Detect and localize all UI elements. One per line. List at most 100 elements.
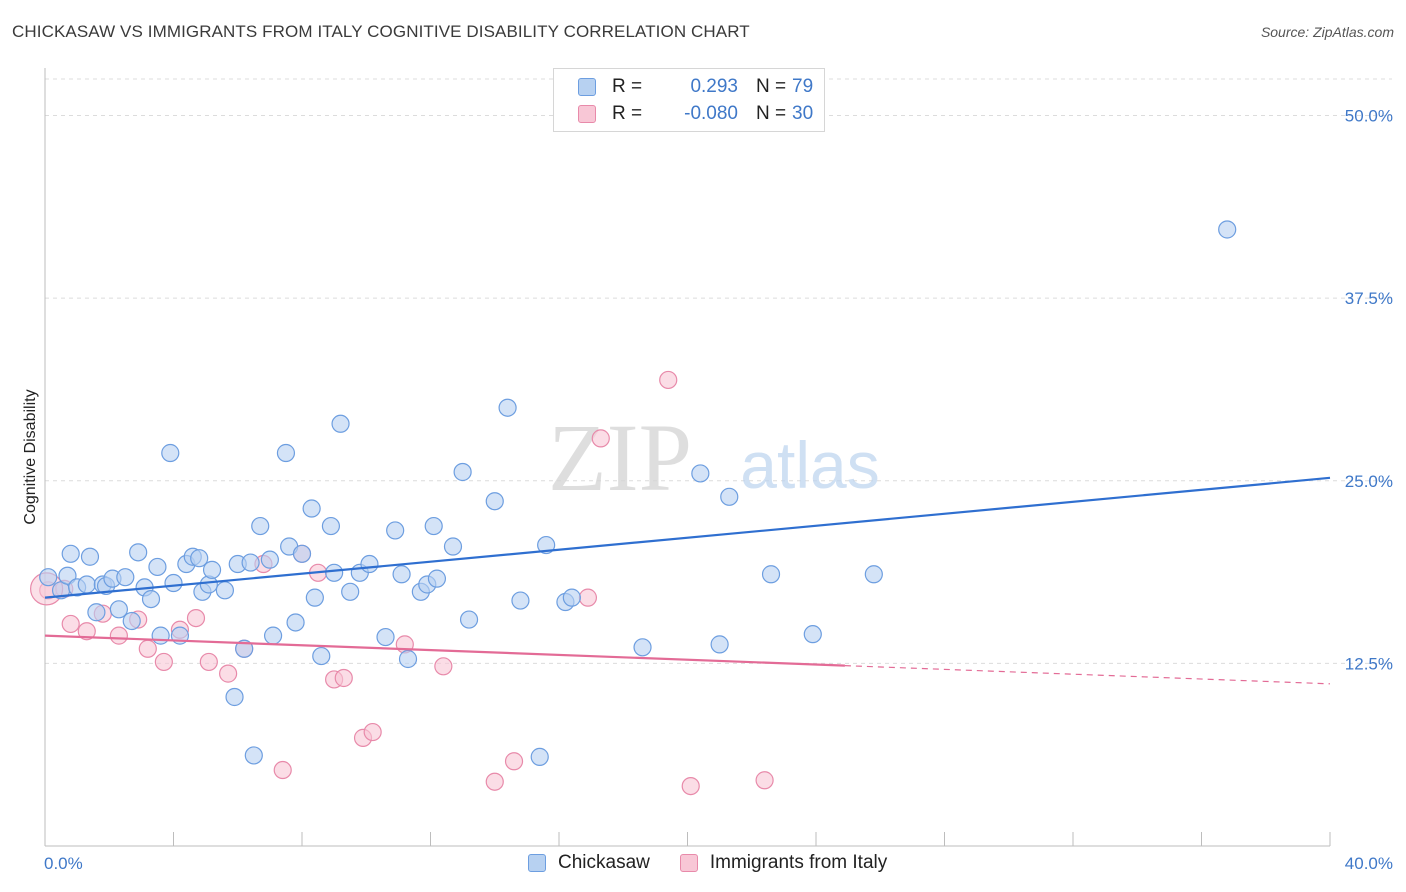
italy-point[interactable] (273, 760, 292, 780)
chickasaw-point[interactable] (251, 516, 270, 536)
chickasaw-point[interactable] (263, 626, 283, 645)
chickasaw-point[interactable] (276, 443, 296, 463)
chickasaw-point[interactable] (77, 575, 96, 594)
chickasaw-point[interactable] (331, 414, 350, 433)
italy-point[interactable] (591, 429, 610, 448)
chickasaw-point[interactable] (61, 544, 80, 563)
chickasaw-point[interactable] (562, 588, 581, 607)
legend-n-value: 30 (792, 103, 814, 124)
chickasaw-point[interactable] (190, 549, 209, 568)
chickasaw-point[interactable] (225, 687, 244, 707)
chickasaw-point[interactable] (215, 581, 234, 600)
italy-point[interactable] (138, 639, 157, 658)
watermark: ZIP atlas (548, 404, 880, 511)
chickasaw-point[interactable] (424, 516, 443, 536)
italy-point[interactable] (681, 777, 700, 796)
chickasaw-point[interactable] (244, 746, 263, 765)
chickasaw-point[interactable] (511, 591, 530, 610)
x-tick-label-max: 40.0% (1345, 854, 1393, 873)
italy-point[interactable] (659, 370, 678, 390)
chickasaw-point[interactable] (459, 610, 479, 629)
italy-point[interactable] (434, 657, 453, 676)
chickasaw-point[interactable] (633, 638, 652, 657)
italy-point[interactable] (61, 614, 80, 634)
chickasaw-point[interactable] (151, 626, 170, 645)
chickasaw-point[interactable] (116, 568, 135, 587)
legend-swatch-italy (578, 105, 596, 123)
chickasaw-point[interactable] (530, 747, 549, 766)
italy-point[interactable] (578, 588, 598, 607)
chickasaw-point[interactable] (710, 635, 729, 654)
chickasaw-point[interactable] (202, 560, 222, 579)
italy-point[interactable] (219, 664, 238, 683)
chart-source: Source: ZipAtlas.com (1260, 24, 1394, 40)
x-tick-label-min: 0.0% (44, 854, 83, 873)
chickasaw-point[interactable] (341, 582, 360, 601)
chickasaw-point[interactable] (122, 611, 141, 631)
chickasaw-point[interactable] (161, 443, 180, 463)
trend-lines (44, 476, 1331, 685)
chickasaw-point[interactable] (864, 565, 883, 584)
series-swatch-chickasaw (528, 854, 546, 872)
italy-point[interactable] (199, 652, 218, 672)
chickasaw-point[interactable] (803, 625, 822, 644)
chickasaw-point[interactable] (148, 557, 167, 577)
chickasaw-point[interactable] (360, 554, 379, 574)
italy-point[interactable] (77, 622, 96, 641)
y-tick-label: 37.5% (1345, 289, 1393, 308)
chickasaw-point[interactable] (453, 462, 472, 482)
italy-point[interactable] (154, 652, 173, 672)
y-tick-label: 12.5% (1345, 654, 1393, 673)
chickasaw-point[interactable] (720, 487, 739, 506)
chickasaw-point[interactable] (376, 627, 395, 647)
legend-row-chickasaw: R = 0.293 N = 79 (578, 75, 813, 99)
chickasaw-point[interactable] (325, 563, 344, 582)
chickasaw-point[interactable] (386, 521, 405, 540)
chickasaw-point[interactable] (87, 603, 106, 622)
italy-point[interactable] (504, 752, 524, 771)
chickasaw-point[interactable] (537, 535, 556, 555)
italy-trend-line (44, 634, 845, 667)
chickasaw-point[interactable] (260, 550, 279, 569)
legend-row-italy: R = -0.080 N = 30 (578, 102, 813, 126)
italy-point[interactable] (334, 668, 353, 688)
chickasaw-point[interactable] (691, 464, 710, 483)
italy-point[interactable] (109, 626, 128, 645)
chickasaw-point[interactable] (302, 499, 321, 518)
watermark-zip: ZIP (548, 404, 692, 511)
italy-point[interactable] (363, 722, 382, 742)
chickasaw-point[interactable] (443, 537, 463, 556)
grid-lines (45, 78, 1392, 664)
chickasaw-point[interactable] (129, 543, 148, 562)
chickasaw-point[interactable] (292, 544, 312, 563)
italy-point[interactable] (755, 771, 774, 790)
series-legend-label: Immigrants from Italy (709, 852, 888, 873)
chickasaw-point[interactable] (392, 565, 411, 584)
chart-title: CHICKASAW VS IMMIGRANTS FROM ITALY COGNI… (12, 22, 750, 41)
watermark-atlas: atlas (740, 428, 879, 502)
chickasaw-point[interactable] (164, 573, 183, 593)
chickasaw-point[interactable] (241, 553, 260, 572)
legend-r-label: R = (612, 103, 643, 124)
italy-point[interactable] (186, 608, 206, 628)
chickasaw-point[interactable] (321, 516, 341, 536)
chickasaw-point[interactable] (1218, 220, 1237, 239)
chickasaw-point[interactable] (427, 569, 447, 588)
chickasaw-point[interactable] (39, 568, 58, 587)
chickasaw-point[interactable] (235, 639, 254, 658)
italy-point[interactable] (485, 772, 504, 791)
chickasaw-point[interactable] (286, 613, 305, 632)
chickasaw-point[interactable] (141, 589, 161, 609)
series-legend-item-chickasaw[interactable]: Chickasaw (528, 852, 650, 874)
chickasaw-point[interactable] (761, 565, 781, 584)
chickasaw-point[interactable] (485, 492, 504, 511)
chickasaw-point[interactable] (80, 547, 100, 566)
y-tick-label: 25.0% (1345, 472, 1393, 491)
chickasaw-point[interactable] (109, 600, 128, 619)
chickasaw-point[interactable] (312, 646, 331, 666)
series-legend-item-italy[interactable]: Immigrants from Italy (679, 852, 888, 874)
chickasaw-point[interactable] (305, 588, 324, 607)
chickasaw-point[interactable] (398, 649, 418, 669)
chickasaw-point[interactable] (58, 566, 77, 585)
chickasaw-point[interactable] (498, 398, 517, 417)
